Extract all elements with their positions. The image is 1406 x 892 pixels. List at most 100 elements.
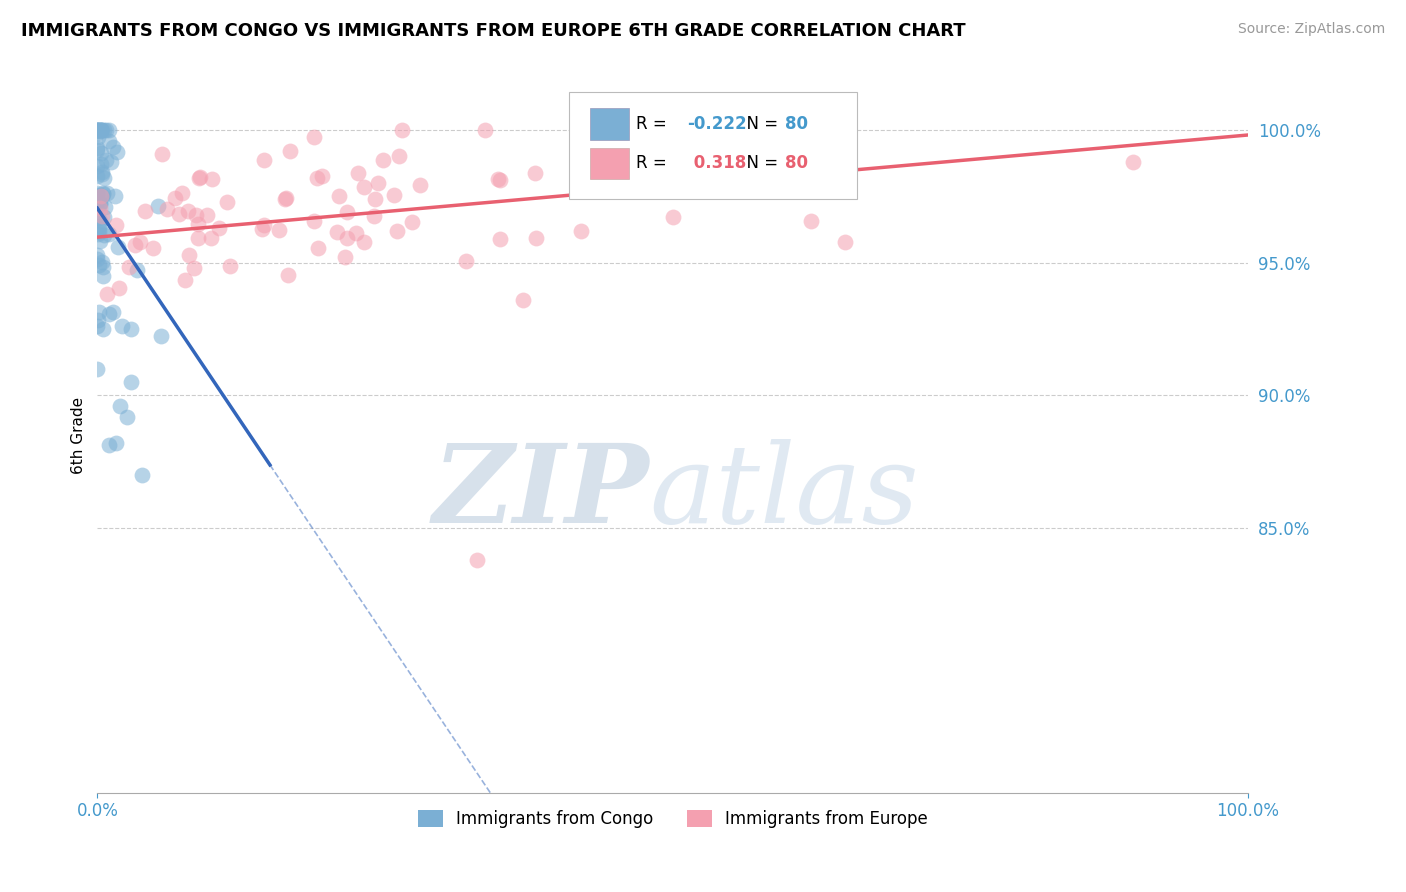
- Point: [474, 123, 496, 137]
- Point: [86, 318, 108, 333]
- Point: [363, 209, 385, 223]
- Point: [335, 231, 357, 245]
- Point: [834, 235, 856, 249]
- FancyBboxPatch shape: [569, 92, 856, 199]
- Point: [89, 219, 111, 234]
- Point: [364, 192, 387, 206]
- Point: [172, 186, 194, 201]
- Point: [253, 218, 276, 232]
- Point: [465, 552, 488, 566]
- Point: [105, 436, 128, 450]
- Text: 0.318: 0.318: [688, 154, 745, 172]
- Point: [86, 188, 108, 202]
- Point: [89, 197, 111, 211]
- Point: [94, 123, 117, 137]
- Point: [188, 171, 211, 186]
- Point: [131, 467, 153, 482]
- Point: [91, 321, 114, 335]
- Point: [754, 139, 776, 153]
- Text: IMMIGRANTS FROM CONGO VS IMMIGRANTS FROM EUROPE 6TH GRADE CORRELATION CHART: IMMIGRANTS FROM CONGO VS IMMIGRANTS FROM…: [21, 22, 966, 40]
- Point: [98, 438, 121, 452]
- Point: [302, 214, 325, 228]
- Point: [186, 217, 208, 231]
- Text: N =: N =: [735, 115, 783, 133]
- Point: [94, 200, 117, 214]
- Point: [128, 235, 150, 249]
- Point: [219, 260, 242, 274]
- Point: [101, 140, 124, 154]
- Point: [328, 189, 350, 203]
- Point: [385, 224, 408, 238]
- Point: [89, 201, 111, 215]
- Point: [201, 171, 224, 186]
- Point: [155, 202, 177, 216]
- Text: 80: 80: [786, 115, 808, 133]
- Point: [800, 214, 823, 228]
- Point: [197, 207, 219, 221]
- Point: [179, 248, 201, 262]
- Point: [97, 123, 120, 137]
- Point: [569, 224, 592, 238]
- Point: [253, 153, 276, 167]
- Point: [86, 196, 108, 211]
- Point: [165, 191, 187, 205]
- Point: [176, 204, 198, 219]
- Point: [142, 242, 165, 256]
- Point: [277, 268, 299, 282]
- Point: [89, 123, 111, 137]
- Point: [105, 219, 128, 233]
- Point: [93, 227, 115, 242]
- Point: [326, 225, 349, 239]
- Text: 80: 80: [786, 154, 808, 172]
- Point: [384, 187, 406, 202]
- Point: [86, 123, 108, 137]
- Point: [118, 260, 141, 274]
- Point: [93, 123, 115, 137]
- Point: [146, 199, 169, 213]
- Point: [89, 197, 111, 211]
- Point: [97, 227, 120, 241]
- Point: [101, 305, 124, 319]
- Text: Source: ZipAtlas.com: Source: ZipAtlas.com: [1237, 22, 1385, 37]
- Point: [96, 286, 118, 301]
- Point: [87, 258, 110, 272]
- Point: [344, 226, 367, 240]
- Text: ZIP: ZIP: [433, 439, 650, 546]
- Point: [311, 169, 333, 183]
- Point: [90, 123, 112, 137]
- Point: [215, 194, 238, 209]
- Point: [347, 166, 370, 180]
- Legend: Immigrants from Congo, Immigrants from Europe: Immigrants from Congo, Immigrants from E…: [411, 803, 935, 834]
- Point: [94, 153, 117, 167]
- Point: [353, 235, 375, 250]
- Point: [776, 144, 799, 158]
- Point: [307, 241, 329, 255]
- Point: [387, 149, 409, 163]
- Point: [87, 305, 110, 319]
- Point: [124, 238, 146, 252]
- Point: [90, 210, 112, 224]
- Point: [90, 123, 112, 137]
- Point: [90, 157, 112, 171]
- Point: [91, 260, 114, 274]
- Point: [86, 186, 108, 200]
- Point: [661, 211, 683, 225]
- Point: [336, 204, 359, 219]
- Point: [512, 293, 534, 308]
- Point: [86, 123, 108, 137]
- Y-axis label: 6th Grade: 6th Grade: [72, 396, 86, 474]
- Point: [91, 255, 114, 269]
- Point: [86, 193, 108, 207]
- Point: [115, 409, 138, 424]
- Point: [90, 188, 112, 202]
- Point: [87, 221, 110, 235]
- Point: [486, 172, 509, 186]
- Point: [97, 307, 120, 321]
- Point: [110, 318, 132, 333]
- FancyBboxPatch shape: [591, 147, 628, 179]
- Point: [273, 192, 295, 206]
- Point: [90, 189, 112, 203]
- Point: [91, 167, 114, 181]
- Text: atlas: atlas: [650, 439, 920, 546]
- Point: [87, 225, 110, 239]
